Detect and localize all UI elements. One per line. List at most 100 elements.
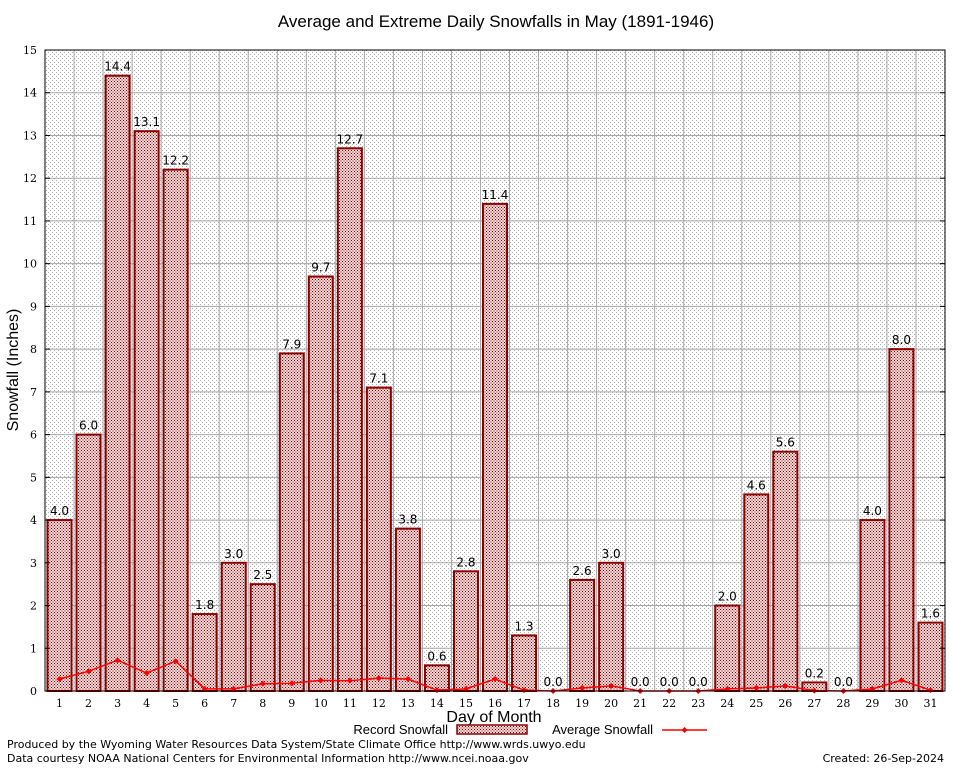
average-point bbox=[492, 676, 498, 683]
x-tick-label: 13 bbox=[401, 697, 415, 710]
y-tick-label: 2 bbox=[30, 600, 37, 613]
y-tick-label: 1 bbox=[30, 642, 37, 655]
x-tick-label: 4 bbox=[143, 697, 150, 710]
record-bar bbox=[133, 130, 160, 692]
average-point bbox=[230, 685, 237, 692]
average-point bbox=[56, 676, 63, 683]
average-point bbox=[375, 675, 382, 682]
average-point bbox=[114, 657, 121, 664]
footer-created: Created: 26-Sep-2024 bbox=[822, 752, 944, 765]
bar-value-label: 7.1 bbox=[369, 372, 388, 386]
y-tick-label: 8 bbox=[30, 343, 37, 356]
record-bar bbox=[482, 202, 508, 692]
record-bar bbox=[859, 519, 886, 692]
bar-value-label: 2.6 bbox=[573, 564, 592, 578]
record-bar bbox=[511, 634, 538, 692]
x-tick-label: 31 bbox=[923, 697, 937, 710]
bar-value-label: 1.3 bbox=[514, 619, 533, 633]
y-tick-label: 11 bbox=[23, 215, 37, 228]
average-point bbox=[927, 687, 934, 694]
bar-value-label: 5.6 bbox=[776, 436, 795, 450]
bar-labels: 4.0 6.0 14.4 13.1 12.2 1.8 3.0 2.5 7.9 9.7 12.7 7.1… bbox=[50, 60, 940, 689]
y-tick-label: 6 bbox=[30, 429, 37, 442]
bar-value-label: 1.8 bbox=[195, 598, 214, 612]
plot-border bbox=[44, 49, 946, 692]
record-bar bbox=[336, 147, 363, 692]
x-tick-label: 29 bbox=[865, 697, 879, 710]
record-bar bbox=[365, 386, 392, 692]
x-tick-label: 19 bbox=[575, 697, 589, 710]
bar-value-label: 12.2 bbox=[162, 154, 189, 168]
bar-value-label: 4.6 bbox=[747, 478, 766, 492]
footer-credit-1: Produced by the Wyoming Water Resources … bbox=[7, 738, 586, 751]
average-point bbox=[404, 676, 411, 683]
x-tick-label: 20 bbox=[604, 697, 618, 710]
x-tick-label: 5 bbox=[172, 697, 179, 710]
x-tick-label: 2 bbox=[85, 697, 92, 710]
y-tick-label: 14 bbox=[23, 87, 37, 100]
x-tick-label: 18 bbox=[546, 697, 560, 710]
x-tick-label: 3 bbox=[114, 697, 121, 710]
legend-record-label: Record Snowfall bbox=[353, 722, 448, 737]
average-point bbox=[433, 687, 440, 694]
bar-value-label: 12.7 bbox=[336, 132, 363, 146]
bar-value-label: 4.0 bbox=[863, 504, 882, 518]
record-bar bbox=[278, 352, 305, 692]
x-tick-label: 28 bbox=[836, 697, 850, 710]
average-point bbox=[288, 680, 295, 687]
bar-value-label: 2.8 bbox=[456, 555, 475, 569]
average-point bbox=[724, 685, 731, 692]
record-bar bbox=[714, 604, 741, 692]
x-tick-label: 11 bbox=[343, 697, 357, 710]
y-axis-label: Snowfall (Inches) bbox=[5, 309, 22, 432]
chart-title: Average and Extreme Daily Snowfalls in M… bbox=[278, 12, 714, 31]
bar-value-label: 9.7 bbox=[311, 260, 330, 274]
bar-value-label: 0.0 bbox=[689, 675, 708, 689]
average-point bbox=[753, 685, 760, 692]
y-tick-label: 12 bbox=[23, 172, 37, 185]
bar-value-label: 0.0 bbox=[631, 675, 650, 689]
y-tick-label: 0 bbox=[30, 685, 37, 698]
y-tick-label: 7 bbox=[30, 386, 37, 399]
record-bar bbox=[75, 433, 102, 692]
record-bar bbox=[46, 519, 73, 692]
x-tick-label: 1 bbox=[56, 697, 63, 710]
record-bar bbox=[162, 168, 189, 693]
average-point bbox=[579, 685, 586, 692]
x-tick-label: 8 bbox=[259, 697, 266, 710]
legend-average-label: Average Snowfall bbox=[552, 722, 653, 737]
bar-value-label: 7.9 bbox=[282, 337, 301, 351]
x-tick-label: 9 bbox=[288, 697, 295, 710]
average-point bbox=[898, 677, 905, 684]
average-point bbox=[608, 682, 615, 689]
legend-record-swatch bbox=[456, 724, 528, 735]
y-tick-label: 13 bbox=[23, 129, 37, 142]
y-tick-label: 10 bbox=[23, 258, 37, 271]
record-bar bbox=[452, 570, 479, 693]
y-tick-label: 4 bbox=[30, 514, 37, 527]
average-point bbox=[143, 670, 150, 677]
bar-value-label: 1.6 bbox=[921, 607, 940, 621]
bar-value-label: 4.0 bbox=[50, 504, 69, 518]
average-point bbox=[259, 680, 266, 687]
record-bar bbox=[772, 450, 799, 692]
bar-value-label: 3.0 bbox=[602, 547, 621, 561]
record-bar bbox=[598, 561, 625, 692]
bar-value-label: 0.2 bbox=[805, 666, 824, 680]
record-bar bbox=[307, 275, 334, 692]
bar-value-label: 0.0 bbox=[834, 675, 853, 689]
legend: Record Snowfall Average Snowfall bbox=[353, 722, 707, 737]
record-bar bbox=[220, 561, 247, 692]
x-axis-label: Day of Month bbox=[446, 709, 541, 726]
y-tick-label: 15 bbox=[23, 44, 37, 57]
legend-average-marker bbox=[681, 727, 688, 733]
average-point bbox=[201, 685, 208, 692]
y-tick-label: 3 bbox=[30, 557, 37, 570]
bar-value-label: 0.0 bbox=[544, 675, 563, 689]
record-bar bbox=[249, 583, 276, 693]
y-tick-label: 9 bbox=[30, 300, 37, 313]
y-tick-label: 5 bbox=[30, 471, 37, 484]
bar-value-label: 2.5 bbox=[253, 568, 272, 582]
x-tick-label: 25 bbox=[749, 697, 763, 710]
